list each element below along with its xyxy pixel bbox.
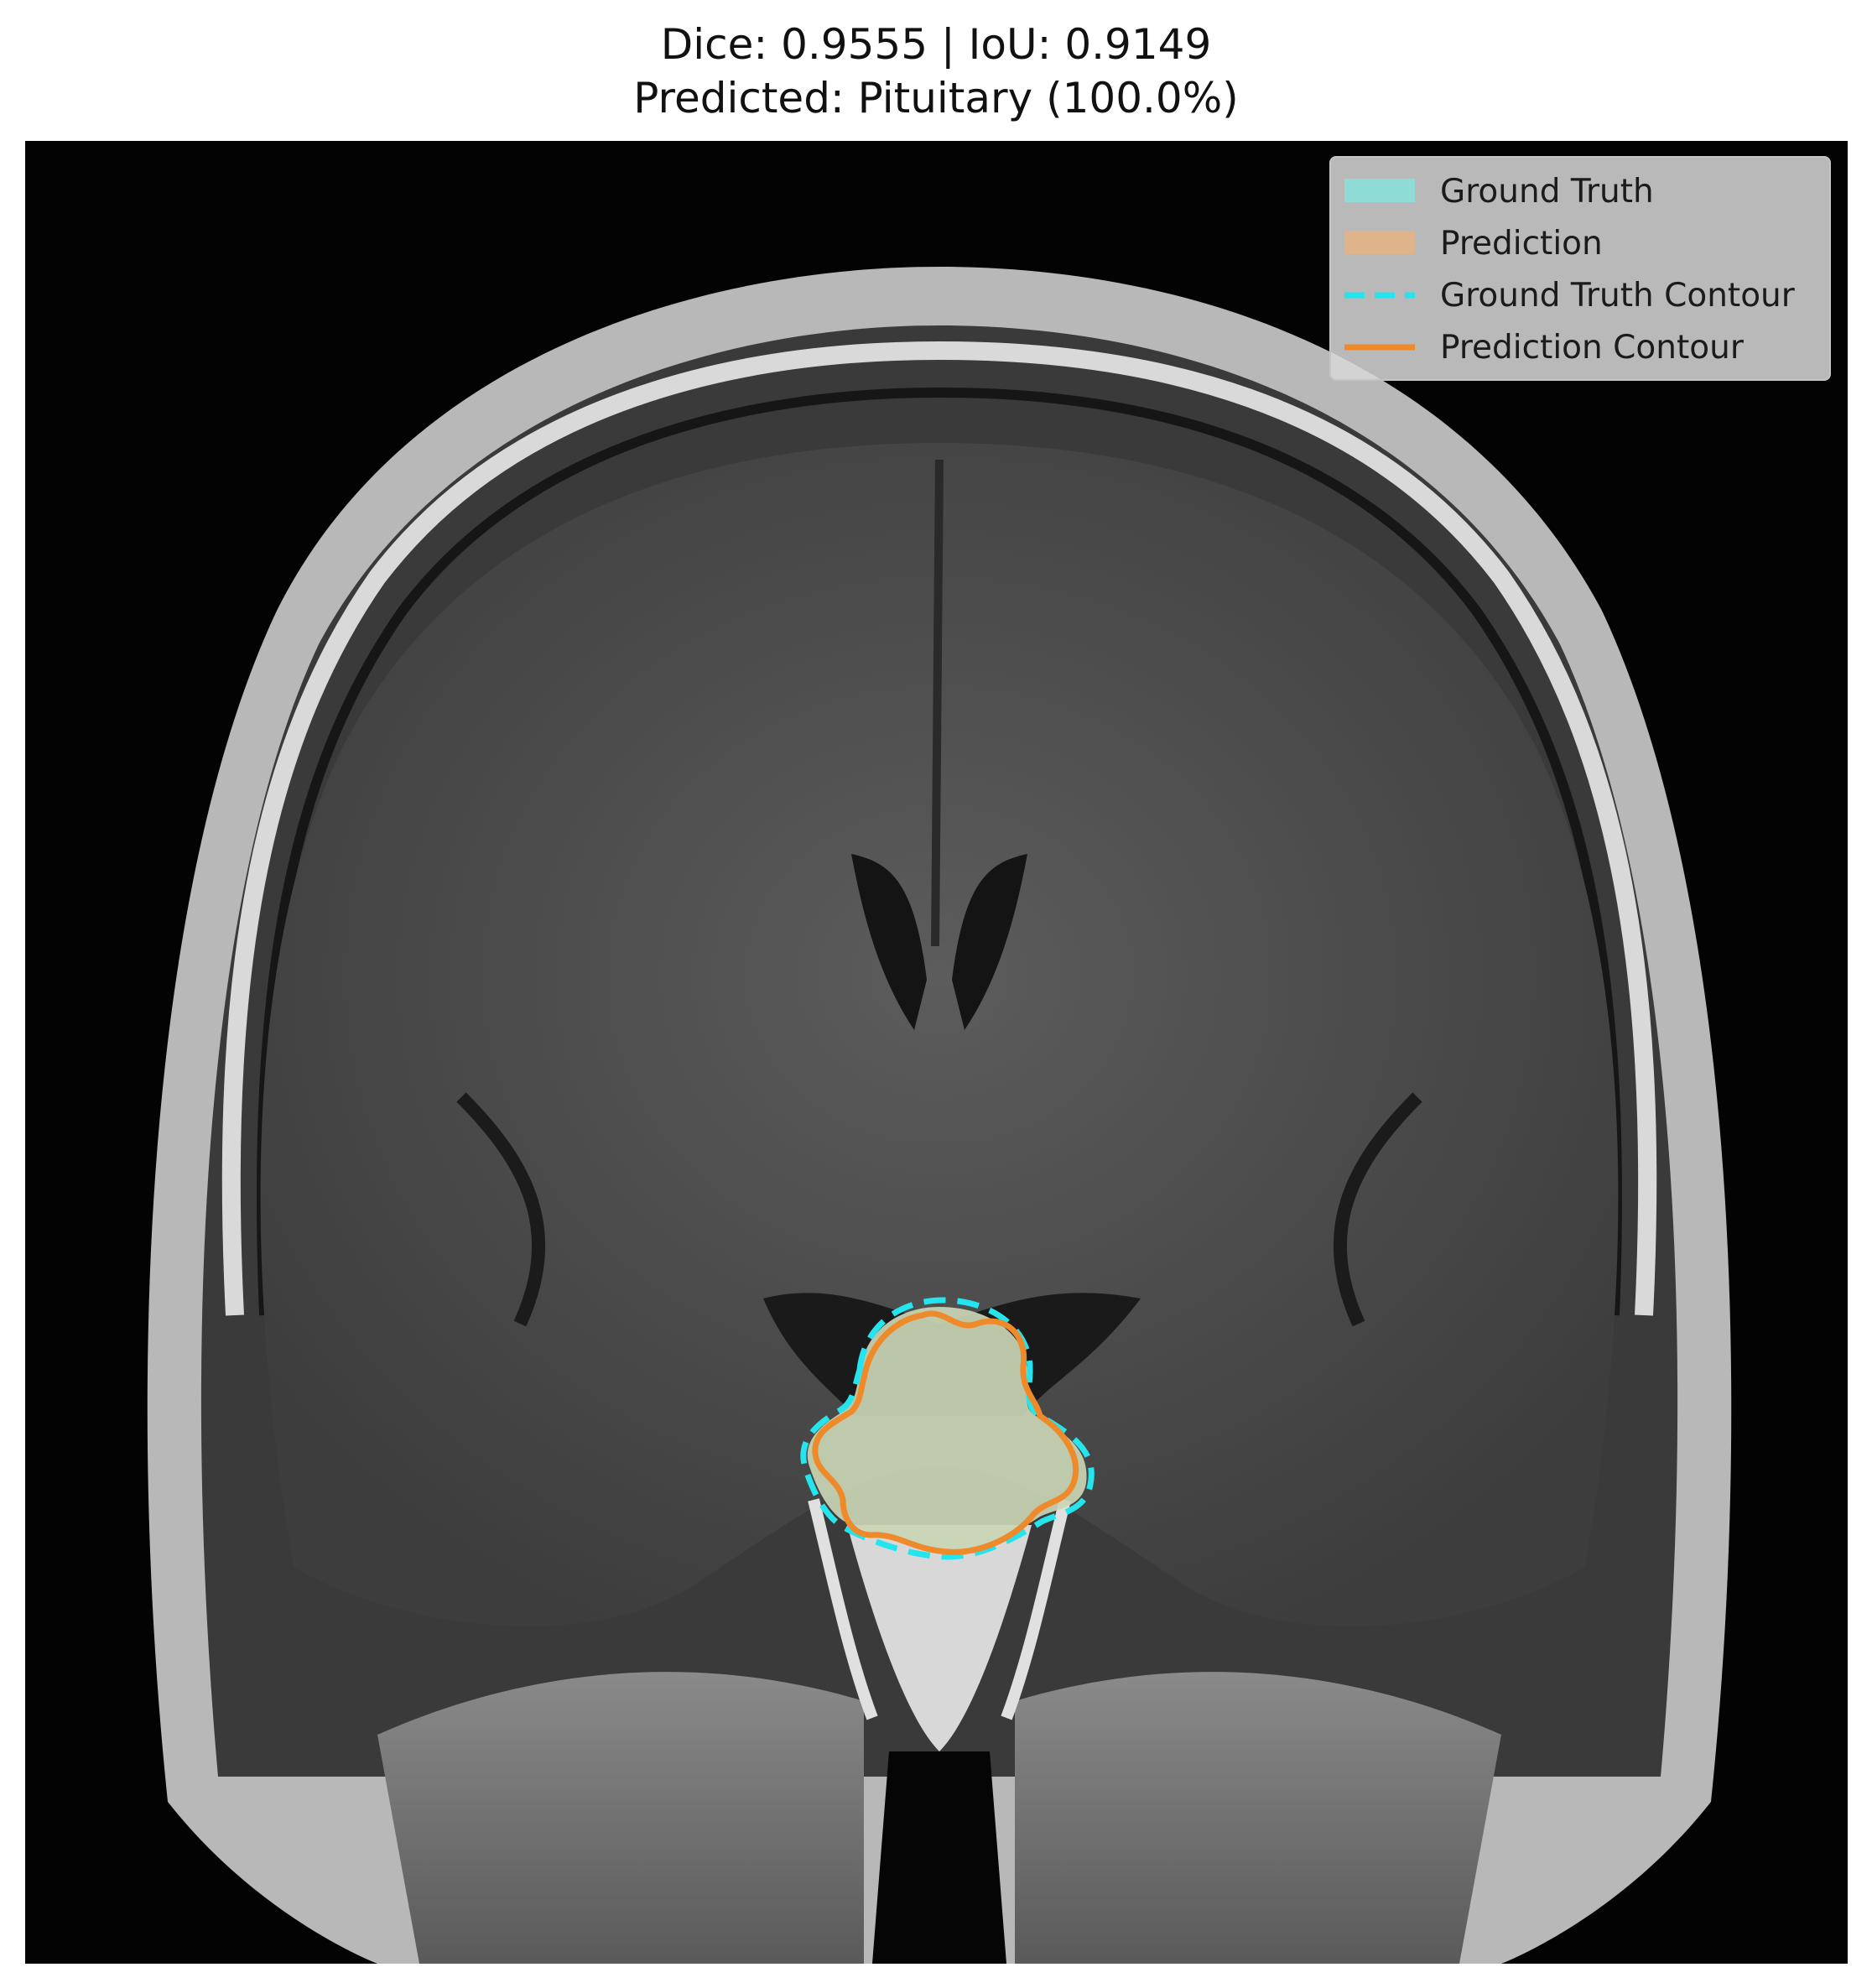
legend-label: Prediction <box>1440 225 1603 263</box>
prediction-swatch-icon <box>1344 231 1415 254</box>
legend-label: Prediction Contour <box>1440 329 1744 367</box>
dashed-line-icon <box>1344 292 1415 299</box>
figure-title-prediction: Predicted: Pituitary (100.0%) <box>633 74 1239 122</box>
solid-line-icon <box>1344 344 1415 351</box>
mri-scan-image <box>25 141 1848 1964</box>
prediction-contour <box>812 1310 1079 1555</box>
legend-item-prediction: Prediction <box>1331 218 1829 268</box>
legend-item-ground-truth: Ground Truth <box>1331 166 1829 216</box>
legend-item-prediction-contour: Prediction Contour <box>1331 322 1829 372</box>
ground-truth-swatch-icon <box>1344 179 1415 202</box>
coronal-brain-mri-icon <box>25 141 1848 1964</box>
figure-title-metrics: Dice: 0.9555 | IoU: 0.9149 <box>660 20 1212 69</box>
segmentation-overlay <box>807 1307 1087 1550</box>
legend-item-ground-truth-contour: Ground Truth Contour <box>1331 270 1829 320</box>
legend-label: Ground Truth Contour <box>1440 277 1795 315</box>
ground-truth-contour <box>800 1297 1095 1560</box>
legend-label: Ground Truth <box>1440 173 1654 211</box>
legend: Ground Truth Prediction Ground Truth Con… <box>1329 156 1831 381</box>
